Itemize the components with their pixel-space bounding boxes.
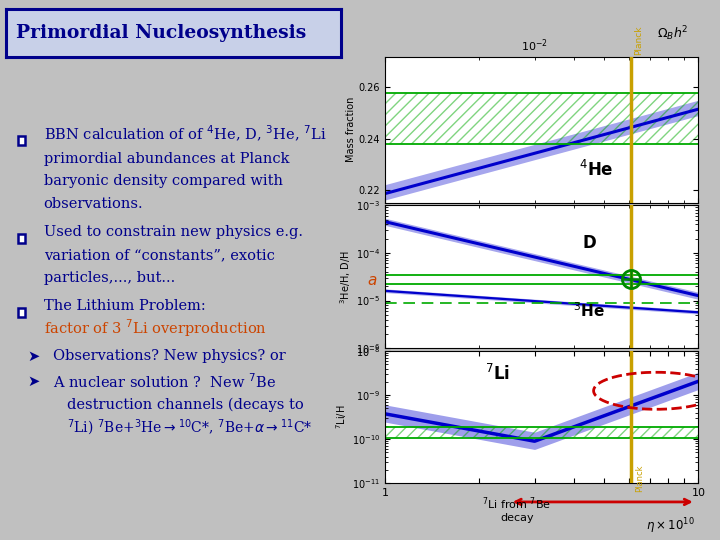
Text: ➤: ➤ — [27, 349, 40, 364]
Text: A nuclear solution ?  New $^{7}$Be: A nuclear solution ? New $^{7}$Be — [53, 372, 276, 391]
Text: factor of 3 $^{7}$Li overproduction: factor of 3 $^{7}$Li overproduction — [43, 318, 266, 339]
Text: The Lithium Problem:: The Lithium Problem: — [43, 299, 205, 313]
Text: BBN calculation of of $^{4}$He, D, $^{3}$He, $^{7}$Li: BBN calculation of of $^{4}$He, D, $^{3}… — [43, 124, 326, 144]
Text: $^{4}$He: $^{4}$He — [580, 160, 614, 180]
Text: $\eta\times10^{10}$: $\eta\times10^{10}$ — [646, 516, 695, 536]
FancyBboxPatch shape — [19, 234, 25, 244]
Text: $10^{-2}$: $10^{-2}$ — [521, 37, 548, 54]
Text: Planck: Planck — [634, 25, 643, 55]
Text: Used to constrain new physics e.g.: Used to constrain new physics e.g. — [43, 225, 302, 239]
FancyBboxPatch shape — [19, 308, 25, 317]
Y-axis label: $^{7}$Li/H: $^{7}$Li/H — [334, 405, 349, 429]
Text: particles,..., but...: particles,..., but... — [43, 271, 175, 285]
Text: $^{7}$Li from $^{7}$Be
decay: $^{7}$Li from $^{7}$Be decay — [482, 495, 552, 523]
Text: $^{7}$Li: $^{7}$Li — [485, 364, 510, 384]
Text: observations.: observations. — [43, 197, 143, 211]
Text: Planck: Planck — [635, 465, 644, 492]
Text: baryonic density compared with: baryonic density compared with — [43, 174, 282, 188]
Y-axis label: Mass fraction: Mass fraction — [346, 97, 356, 163]
Text: destruction channels (decays to: destruction channels (decays to — [67, 397, 304, 411]
Text: primordial abundances at Planck: primordial abundances at Planck — [43, 152, 289, 166]
Text: ➤: ➤ — [27, 374, 40, 389]
Y-axis label: $^{3}$He/H, D/H: $^{3}$He/H, D/H — [338, 250, 354, 303]
Text: a: a — [367, 273, 377, 288]
Text: Primordial Nucleosynthesis: Primordial Nucleosynthesis — [16, 24, 306, 42]
Text: $^{7}$Li) $^{7}$Be+$^{3}$He$\rightarrow$$^{10}$C*, $^{7}$Be+$\alpha$$\rightarrow: $^{7}$Li) $^{7}$Be+$^{3}$He$\rightarrow$… — [67, 417, 312, 437]
Text: D: D — [582, 234, 596, 252]
Text: variation of “constants”, exotic: variation of “constants”, exotic — [43, 248, 274, 262]
Text: Observations? New physics? or: Observations? New physics? or — [53, 349, 285, 363]
Text: $\Omega_B h^2$: $\Omega_B h^2$ — [657, 24, 689, 43]
FancyBboxPatch shape — [19, 136, 25, 145]
Text: $^{3}$He: $^{3}$He — [573, 301, 605, 320]
